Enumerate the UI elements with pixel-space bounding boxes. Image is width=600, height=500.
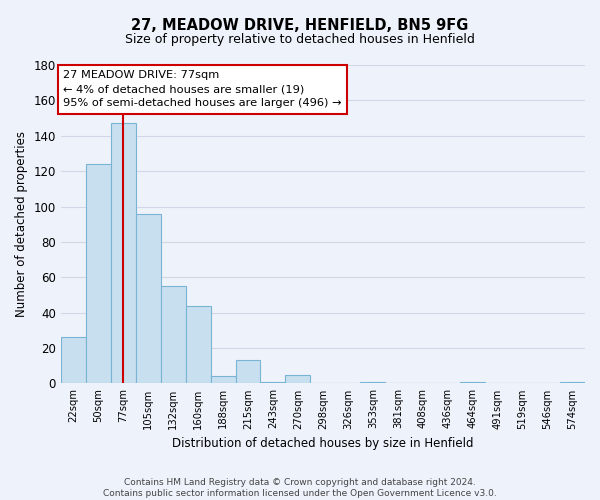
Bar (286, 374, 310, 384)
Bar (260, 382, 286, 384)
Bar (136, 214, 161, 384)
Bar (86, 164, 111, 384)
Text: Contains HM Land Registry data © Crown copyright and database right 2024.
Contai: Contains HM Land Registry data © Crown c… (103, 478, 497, 498)
Bar (560, 382, 585, 384)
Bar (236, 360, 260, 384)
Bar (460, 382, 485, 384)
Bar (61, 338, 86, 384)
Bar (185, 306, 211, 384)
Bar (111, 124, 136, 384)
Y-axis label: Number of detached properties: Number of detached properties (15, 131, 28, 317)
Bar (161, 286, 185, 384)
Text: 27, MEADOW DRIVE, HENFIELD, BN5 9FG: 27, MEADOW DRIVE, HENFIELD, BN5 9FG (131, 18, 469, 32)
Bar (211, 376, 236, 384)
Bar (361, 382, 385, 384)
X-axis label: Distribution of detached houses by size in Henfield: Distribution of detached houses by size … (172, 437, 473, 450)
Text: Size of property relative to detached houses in Henfield: Size of property relative to detached ho… (125, 32, 475, 46)
Text: 27 MEADOW DRIVE: 77sqm
← 4% of detached houses are smaller (19)
95% of semi-deta: 27 MEADOW DRIVE: 77sqm ← 4% of detached … (63, 70, 342, 108)
